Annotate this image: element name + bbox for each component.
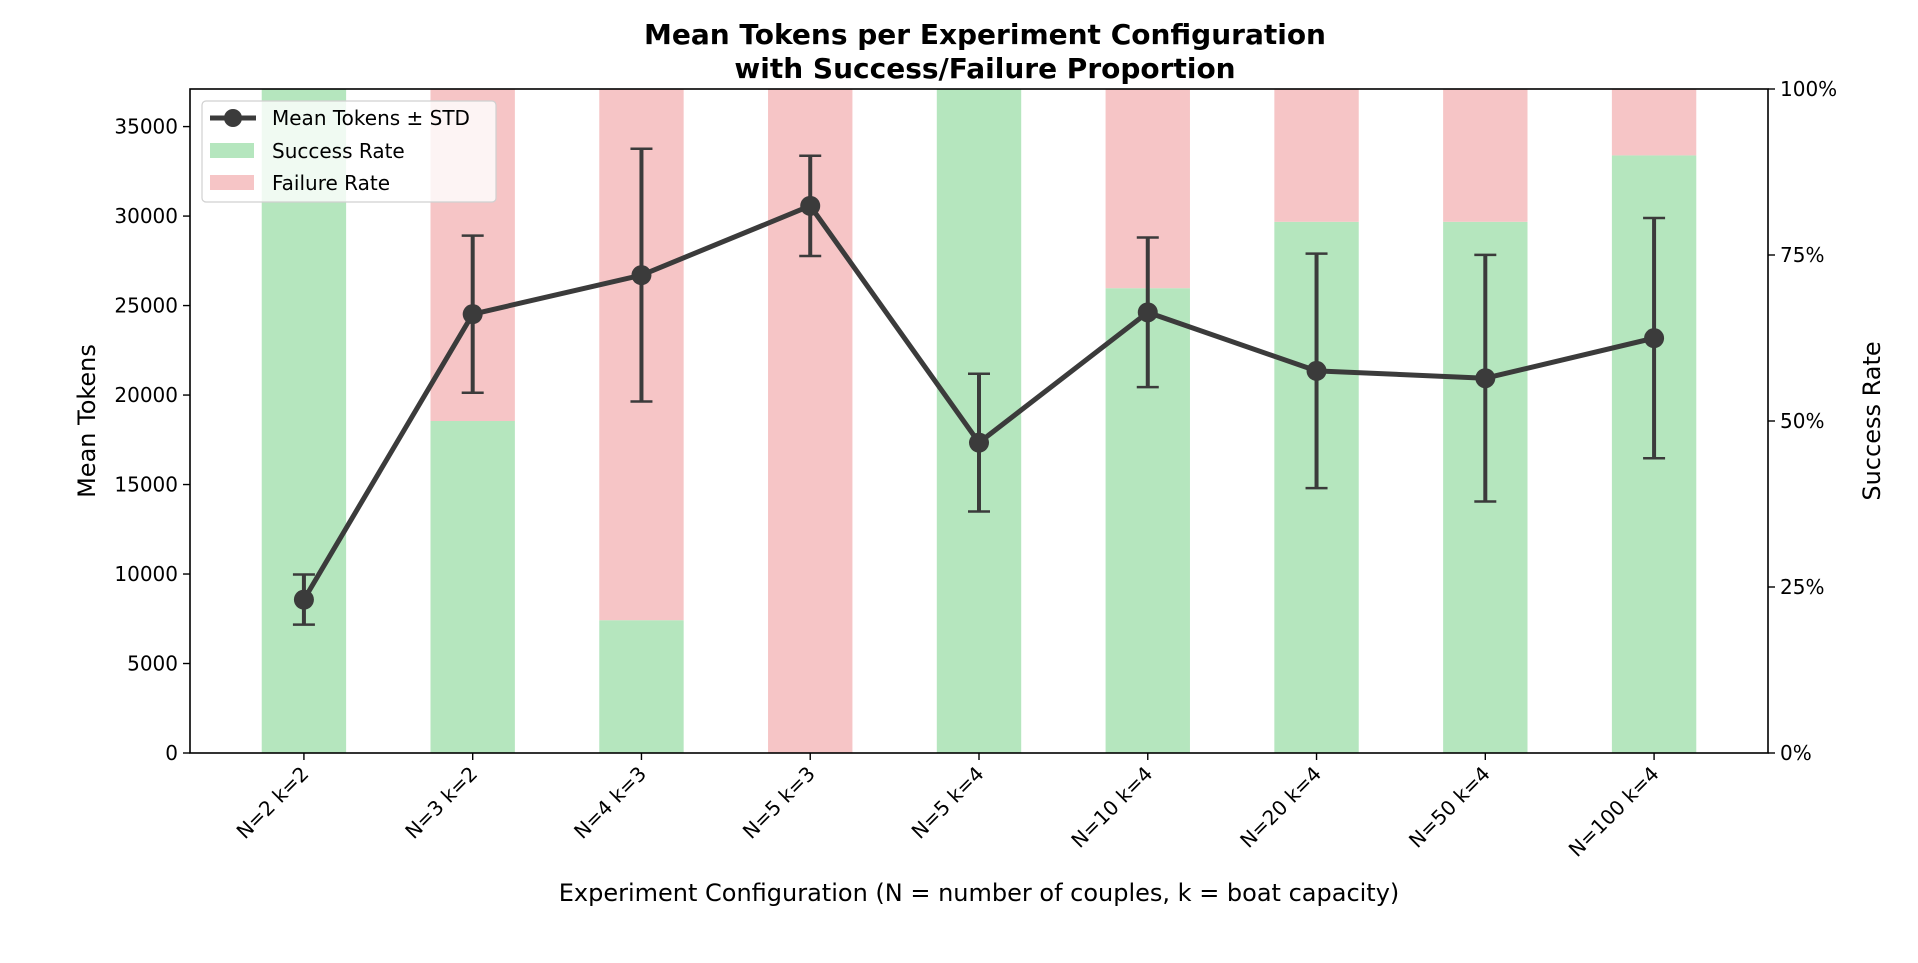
y-tick-label: 10000	[114, 562, 178, 586]
y-tick-label: 25000	[114, 294, 178, 318]
chart-title-line-2: with Success/Failure Proportion	[734, 52, 1235, 85]
legend-marker-swatch	[224, 109, 242, 127]
x-tick-label: N=10 k=4	[1066, 762, 1157, 853]
data-point	[462, 304, 483, 325]
data-point	[293, 589, 314, 610]
legend-failure-swatch	[210, 175, 254, 190]
data-point	[1475, 368, 1496, 389]
data-point	[800, 195, 821, 216]
x-tick-label: N=20 k=4	[1235, 762, 1326, 853]
x-tick-label: N=2 k=2	[232, 762, 314, 844]
y-axis-right: 0% 25% 50% 75% 100%	[1768, 77, 1837, 765]
failure-bar	[1611, 89, 1697, 156]
legend-success-swatch	[210, 143, 254, 158]
y-axis-label-left: Mean Tokens	[73, 344, 101, 498]
data-point	[1644, 328, 1665, 349]
data-point	[631, 265, 652, 286]
x-tick-label: N=3 k=2	[400, 762, 482, 844]
data-point	[1137, 302, 1158, 323]
x-tick-label: N=100 k=4	[1564, 762, 1664, 862]
line-layer	[292, 147, 1666, 626]
legend-label-success-rate: Success Rate	[272, 139, 405, 163]
success-bar	[599, 620, 684, 753]
y-right-tick-label: 100%	[1780, 77, 1837, 101]
x-tick-label: N=50 k=4	[1404, 762, 1495, 853]
y-right-tick-label: 50%	[1780, 409, 1824, 433]
legend-box	[201, 100, 497, 203]
y-tick-label: 35000	[114, 115, 178, 139]
failure-bar	[1274, 89, 1359, 222]
data-point	[1306, 360, 1327, 381]
x-tick-label: N=5 k=4	[907, 762, 989, 844]
y-axis-left: 0 5000 10000 15000 20000 25000 30000 35000	[114, 115, 190, 765]
success-bar	[430, 421, 515, 753]
x-tick-label: N=5 k=3	[738, 762, 820, 844]
chart-title-line-1: Mean Tokens per Experiment Configuration	[644, 18, 1326, 51]
failure-bar	[1443, 89, 1528, 222]
legend-label-mean-tokens: Mean Tokens ± STD	[272, 106, 470, 130]
data-point	[969, 432, 989, 453]
y-tick-label: 5000	[127, 652, 178, 676]
legend-label-failure-rate: Failure Rate	[272, 171, 390, 195]
legend: Mean Tokens ± STD Success Rate Failure R…	[201, 100, 497, 203]
y-axis-label-right: Success Rate	[1858, 341, 1886, 500]
y-tick-label: 30000	[114, 204, 178, 228]
x-axis: N=2 k=2 N=3 k=2 N=4 k=3 N=5 k=3 N=5 k=4 N=10 …	[232, 753, 1664, 861]
x-tick-label: N=4 k=3	[569, 762, 651, 844]
y-tick-label: 0	[165, 741, 178, 765]
y-tick-label: 20000	[114, 383, 178, 407]
y-right-tick-label: 25%	[1780, 575, 1824, 599]
y-right-tick-label: 0%	[1780, 741, 1812, 765]
x-axis-label: Experiment Configuration (N = number of …	[559, 879, 1400, 907]
y-right-tick-label: 75%	[1780, 243, 1824, 267]
y-tick-label: 15000	[114, 473, 178, 497]
